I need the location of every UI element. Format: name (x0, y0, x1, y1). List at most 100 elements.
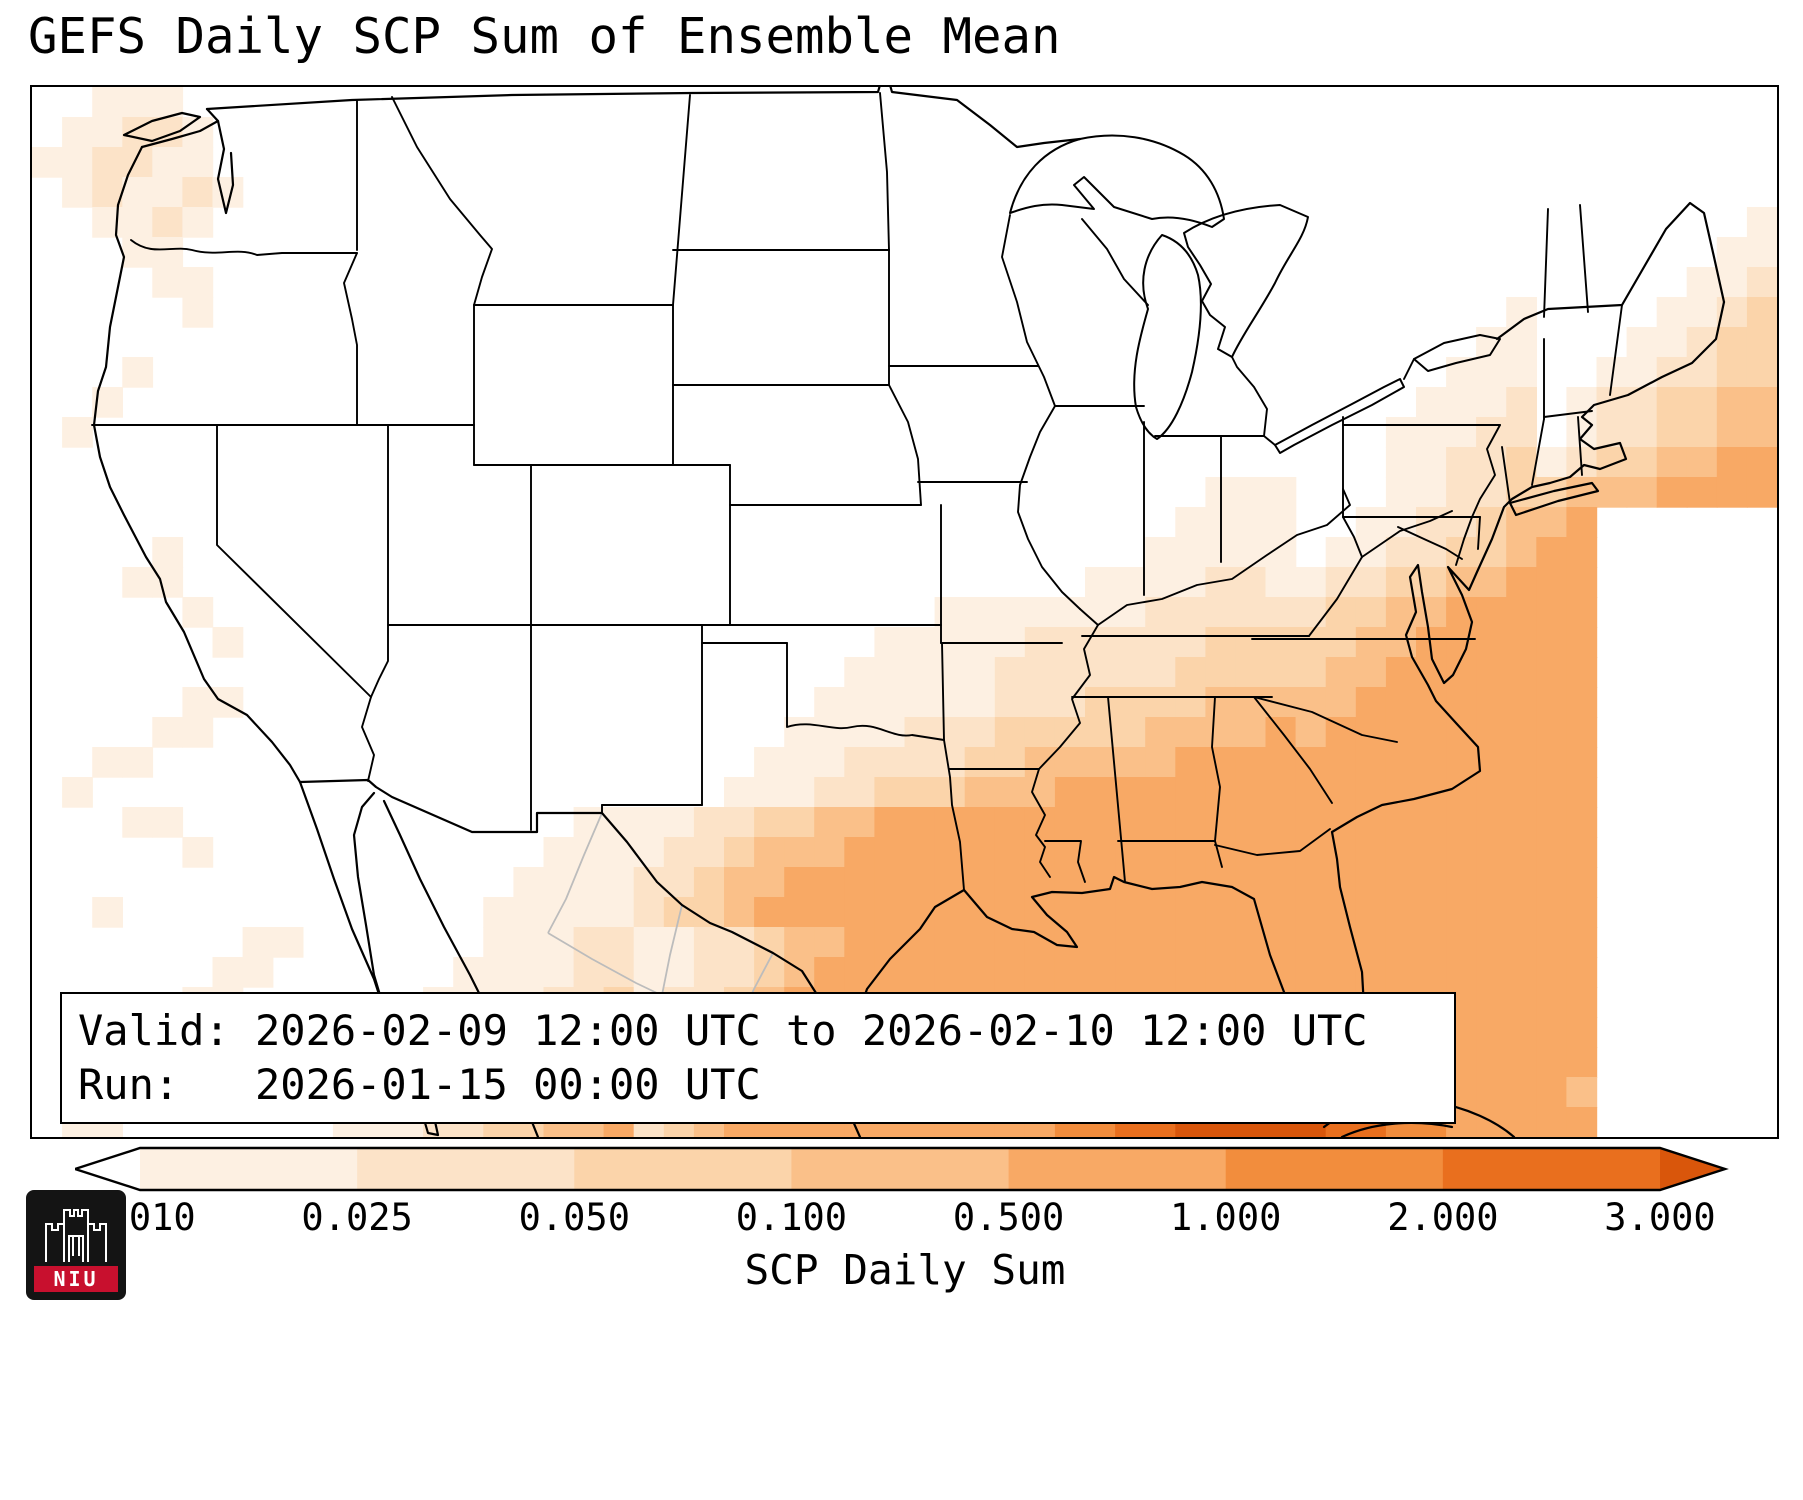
heatmap-cell (92, 897, 123, 928)
heatmap-cell (1536, 597, 1568, 628)
heatmap-cell (1596, 447, 1628, 478)
heatmap-cell (1024, 657, 1056, 688)
heatmap-cell (964, 747, 996, 778)
heatmap-cell (1656, 387, 1688, 418)
heatmap-cell (1355, 657, 1387, 688)
heatmap-cell (1115, 867, 1146, 898)
heatmap-cell (483, 897, 515, 928)
heatmap-cell (1746, 417, 1777, 448)
heatmap-cell (1506, 1047, 1537, 1078)
heatmap-cell (904, 717, 936, 748)
heatmap-cell (904, 747, 936, 778)
heatmap-cell (1085, 627, 1116, 658)
heatmap-cell (1145, 807, 1176, 838)
heatmap-cell (152, 567, 184, 598)
heatmap-cell (1235, 807, 1267, 838)
heatmap-cell (1145, 657, 1176, 688)
heatmap-cell (1506, 297, 1537, 328)
colorbar-segment (1008, 1148, 1227, 1190)
heatmap-cell (122, 207, 154, 238)
heatmap-cell (1115, 717, 1146, 748)
heatmap-cell (513, 867, 545, 898)
heatmap-cell (483, 927, 515, 958)
heatmap-cell (1295, 567, 1327, 598)
heatmap-cell (603, 837, 635, 868)
heatmap-cell (1416, 957, 1447, 988)
heatmap-cell (1355, 807, 1387, 838)
heatmap-cell (1476, 597, 1507, 628)
heatmap-cell (1446, 477, 1477, 508)
heatmap-cell (1506, 807, 1537, 838)
heatmap-cell (1355, 927, 1387, 958)
heatmap-cell (1024, 717, 1056, 748)
heatmap-cell (994, 747, 1026, 778)
heatmap-cell (844, 717, 876, 748)
heatmap-cell (1145, 717, 1176, 748)
heatmap-cell (1506, 657, 1537, 688)
heatmap-cell (242, 957, 274, 988)
heatmap-cell (633, 837, 665, 868)
heatmap-cell (1506, 417, 1537, 448)
colorbar-segment (1225, 1148, 1444, 1190)
heatmap-cell (1416, 447, 1447, 478)
heatmap-cell (1686, 387, 1718, 418)
heatmap-cell (1506, 867, 1537, 898)
heatmap-cell (1054, 597, 1086, 628)
heatmap-cell (1355, 597, 1387, 628)
heatmap-cell (994, 807, 1026, 838)
heatmap-cell (1385, 807, 1417, 838)
heatmap-cell (1235, 627, 1267, 658)
heatmap-cell (1626, 417, 1658, 448)
heatmap-cell (62, 117, 93, 148)
heatmap-cell (122, 567, 154, 598)
heatmap-cell (1115, 927, 1146, 958)
heatmap-cell (814, 807, 845, 838)
heatmap-cell (1385, 627, 1417, 658)
heatmap-cell (1325, 897, 1357, 928)
heatmap-cell (693, 957, 725, 988)
heatmap-cell (1446, 657, 1477, 688)
heatmap-cell (1145, 687, 1176, 718)
heatmap-cell (1024, 957, 1056, 988)
heatmap-cell (1265, 657, 1297, 688)
heatmap-cell (1476, 1077, 1507, 1108)
heatmap-cell (1416, 927, 1447, 958)
heatmap-cell (1536, 777, 1568, 808)
heatmap-cell (1536, 927, 1568, 958)
niu-logo-text: NIU (34, 1266, 118, 1292)
colorbar-tick-label: 0.500 (952, 1196, 1065, 1239)
heatmap-cell (182, 297, 214, 328)
heatmap-cell (1476, 567, 1507, 598)
map-panel: Valid: 2026-02-09 12:00 UTC to 2026-02-1… (30, 85, 1779, 1139)
heatmap-cell (693, 807, 725, 838)
heatmap-cell (1205, 717, 1237, 748)
heatmap-cell (543, 867, 575, 898)
heatmap-cell (1566, 627, 1598, 658)
heatmap-cell (573, 927, 605, 958)
heatmap-cell (1235, 957, 1267, 988)
heatmap-cell (1325, 687, 1357, 718)
heatmap-cell (1085, 927, 1116, 958)
heatmap-cell (1566, 1107, 1598, 1137)
heatmap-cell (1175, 747, 1207, 778)
heatmap-cell (1355, 897, 1387, 928)
heatmap-cell (573, 897, 605, 928)
colorbar-segment (791, 1148, 1010, 1190)
heatmap-cell (1476, 897, 1507, 928)
heatmap-cell (663, 837, 695, 868)
heatmap-cell (1235, 927, 1267, 958)
heatmap-cell (122, 357, 154, 388)
heatmap-cell (693, 927, 725, 958)
heatmap-cell (1566, 1077, 1598, 1108)
heatmap-cell (1476, 747, 1507, 778)
heatmap-cell (1175, 897, 1207, 928)
heatmap-cell (1265, 747, 1297, 778)
heatmap-cell (122, 147, 154, 178)
heatmap-cell (62, 417, 93, 448)
heatmap-cell (814, 867, 845, 898)
heatmap-cell (1536, 867, 1568, 898)
heatmap-cell (1295, 927, 1327, 958)
heatmap-cell (272, 927, 304, 958)
heatmap-cell (1566, 657, 1598, 688)
heatmap-cell (904, 777, 936, 808)
